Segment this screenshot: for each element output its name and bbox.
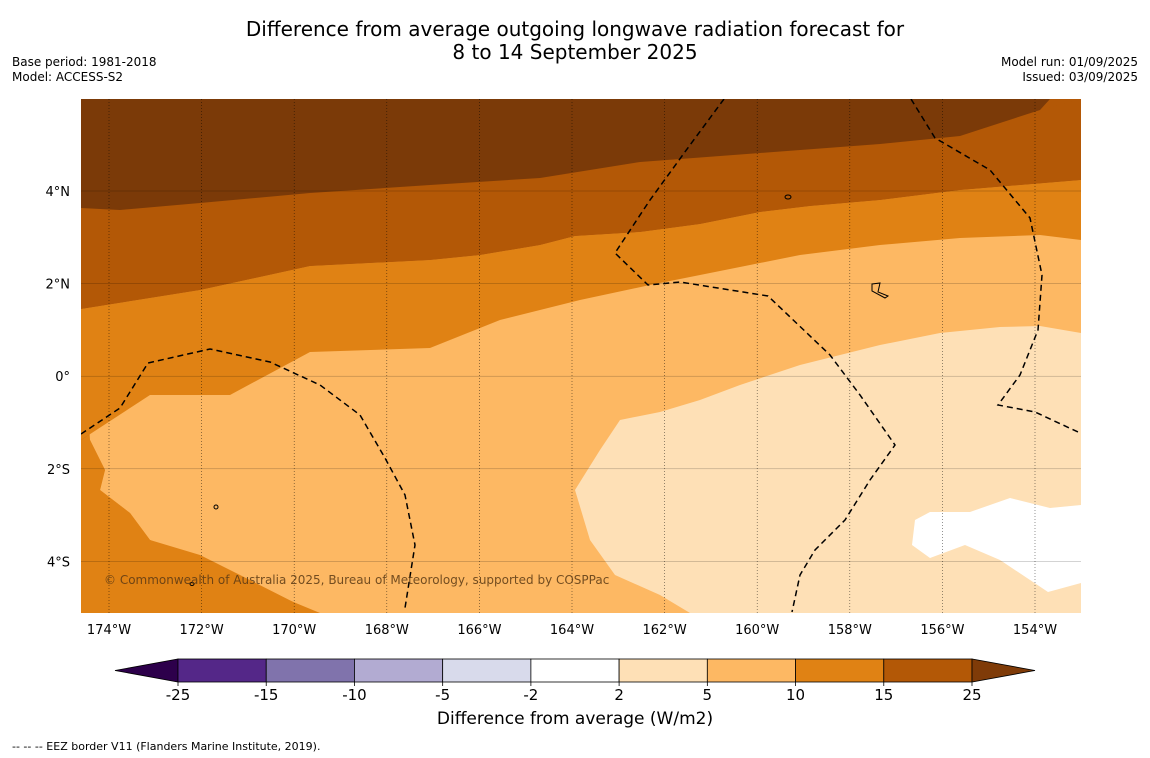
- lat-tick-label: 2°N: [46, 278, 71, 293]
- lon-tick-label: 170°W: [272, 623, 316, 638]
- lon-tick-label: 156°W: [920, 623, 964, 638]
- band-above-25: [81, 99, 1050, 210]
- band-neutral: [912, 498, 1081, 592]
- eez-border-central: [614, 99, 896, 613]
- island-kiritimati: [871, 282, 890, 299]
- colorbar-segment: [354, 658, 444, 683]
- map-title: Difference from average outgoing longwav…: [0, 18, 1150, 64]
- colorbar-tick-label: -5: [435, 686, 450, 704]
- colorbar-segment: [795, 658, 885, 683]
- colorbar-tick-label: 2: [614, 686, 624, 704]
- lon-tick-label: 164°W: [550, 623, 594, 638]
- island-swains: [213, 504, 219, 510]
- lon-tick-label: 162°W: [643, 623, 687, 638]
- map-area: © Commonwealth of Australia 2025, Bureau…: [81, 99, 1081, 613]
- model-name: Model: ACCESS-S2: [12, 70, 124, 84]
- colorbar-segment: [442, 658, 532, 683]
- title-line-1: Difference from average outgoing longwav…: [245, 17, 905, 41]
- colorbar-segment: [265, 658, 355, 683]
- lon-tick-label: 172°W: [180, 623, 224, 638]
- lon-tick-label: 168°W: [365, 623, 409, 638]
- colorbar-extend-low: [114, 658, 179, 683]
- run-info: Model run: 01/09/2025 Issued: 03/09/2025: [1001, 55, 1138, 85]
- colorbar-tick-label: -10: [342, 686, 367, 704]
- colorbar-tick-label: 25: [962, 686, 981, 704]
- copyright-note: © Commonwealth of Australia 2025, Bureau…: [104, 573, 609, 587]
- base-period: Base period: 1981-2018: [12, 55, 157, 69]
- colorbar-title: Difference from average (W/m2): [436, 709, 714, 729]
- colorbar-tick-label: 10: [786, 686, 805, 704]
- base-info: Base period: 1981-2018 Model: ACCESS-S2: [12, 55, 157, 85]
- lon-tick-label: 158°W: [828, 623, 872, 638]
- colorbar-tick-label: -25: [166, 686, 191, 704]
- colorbar-segment: [177, 658, 267, 683]
- island-small: [189, 582, 195, 586]
- title-line-2: 8 to 14 September 2025: [452, 40, 698, 64]
- colorbar-tick-label: 15: [874, 686, 893, 704]
- colorbar: -25 -15 -10 -5 -2 2 5 10 15 25: [114, 658, 1036, 704]
- lat-tick-label: 2°S: [47, 463, 70, 478]
- eez-border-west: [81, 348, 416, 609]
- band-10-15-lower-left: [81, 440, 315, 613]
- colorbar-extend-high: [971, 658, 1036, 683]
- lon-tick-label: 166°W: [457, 623, 501, 638]
- eez-legend: -- -- -- EEZ border V11 (Flanders Marine…: [12, 740, 321, 753]
- graticule: [81, 99, 1081, 613]
- colorbar-segment: [530, 658, 620, 683]
- colorbar-tick-label: 5: [703, 686, 713, 704]
- colorbar-tick-label: -2: [523, 686, 538, 704]
- band-15-25-upper: [81, 99, 1081, 309]
- islands: [189, 194, 890, 586]
- island-jarvis: [784, 194, 792, 200]
- colorbar-segment: [706, 658, 796, 683]
- colorbar-tick-label: -15: [254, 686, 279, 704]
- eez-borders: [81, 99, 1079, 613]
- lon-tick-label: 174°W: [87, 623, 131, 638]
- colorbar-segment: [618, 658, 708, 683]
- band-10-15-upper: [81, 180, 1081, 440]
- model-run-date: Model run: 01/09/2025: [1000, 55, 1138, 69]
- lon-tick-label: 154°W: [1013, 623, 1057, 638]
- latitude-axis: 4°N 2°N 0° 2°S 4°S: [46, 185, 71, 570]
- longitude-axis: 174°W 172°W 170°W 168°W 166°W 164°W 162°W 160°W…: [87, 623, 1057, 638]
- lat-tick-label: 4°S: [47, 555, 70, 570]
- lat-tick-label: 4°N: [46, 185, 71, 200]
- issued-date: Issued: 03/09/2025: [1022, 70, 1138, 84]
- lat-tick-label: 0°: [55, 370, 70, 385]
- colorbar-segment: [883, 658, 973, 683]
- lon-tick-label: 160°W: [735, 623, 779, 638]
